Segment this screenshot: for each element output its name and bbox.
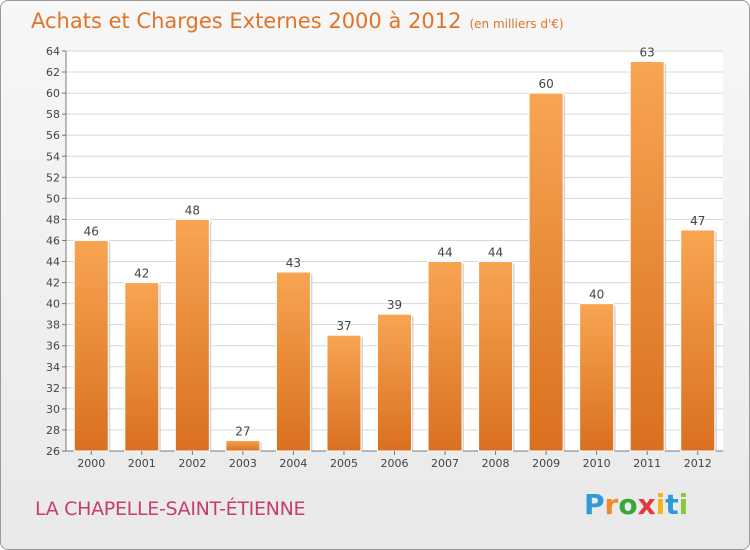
y-tick-label: 52 <box>46 171 60 184</box>
x-tick-label: 2003 <box>229 457 257 470</box>
x-tick-label: 2007 <box>431 457 459 470</box>
proxiti-logo: Proxiti <box>584 488 688 521</box>
y-tick-label: 64 <box>46 45 60 58</box>
x-tick-label: 2004 <box>279 457 307 470</box>
y-tick-label: 32 <box>46 382 60 395</box>
bar <box>124 282 160 452</box>
x-tick-label: 2005 <box>330 457 358 470</box>
bar <box>275 271 311 452</box>
logo-letter: r <box>604 488 619 521</box>
x-tick-label: 2000 <box>77 457 105 470</box>
value-label: 43 <box>286 256 301 270</box>
y-tick-label: 58 <box>46 108 60 121</box>
value-label: 39 <box>387 298 402 312</box>
value-label: 44 <box>488 246 503 260</box>
chart-title-text: Achats et Charges Externes 2000 à 2012 <box>31 9 462 33</box>
x-tick-label: 2011 <box>633 457 661 470</box>
logo-letter: i <box>678 488 689 521</box>
y-tick-label: 62 <box>46 66 60 79</box>
chart-unit: (en milliers d'€) <box>469 17 564 31</box>
y-tick-label: 56 <box>46 129 60 142</box>
bar <box>73 239 109 452</box>
y-tick-label: 60 <box>46 87 60 100</box>
value-label: 46 <box>84 224 99 238</box>
logo-letter: i <box>655 488 666 521</box>
y-tick-label: 40 <box>46 298 60 311</box>
commune-name: LA CHAPELLE-SAINT-ÉTIENNE <box>35 498 306 520</box>
x-tick-label: 2008 <box>482 457 510 470</box>
logo-letter: x <box>637 488 656 521</box>
y-tick-label: 46 <box>46 234 60 247</box>
bar <box>427 261 463 452</box>
y-tick-label: 38 <box>46 319 60 332</box>
value-label: 63 <box>640 46 655 60</box>
value-label: 37 <box>336 319 351 333</box>
bar <box>680 229 716 452</box>
value-label: 44 <box>437 246 452 260</box>
value-label: 27 <box>235 424 250 438</box>
y-tick-label: 44 <box>46 256 60 269</box>
bar <box>326 334 362 452</box>
x-tick-label: 2006 <box>381 457 409 470</box>
x-tick-label: 2009 <box>532 457 560 470</box>
y-tick-label: 54 <box>46 150 60 163</box>
y-tick-label: 42 <box>46 277 60 290</box>
logo-letter: o <box>618 488 638 521</box>
bar <box>579 303 615 452</box>
value-label: 40 <box>589 288 604 302</box>
y-tick-label: 34 <box>46 361 60 374</box>
y-tick-label: 48 <box>46 213 60 226</box>
bar <box>478 261 514 452</box>
logo-letter: t <box>665 488 679 521</box>
value-label: 42 <box>134 267 149 281</box>
bar <box>377 313 412 452</box>
x-tick-label: 2002 <box>178 457 206 470</box>
bar <box>629 61 665 452</box>
x-tick-label: 2001 <box>128 457 156 470</box>
logo-letter: P <box>584 488 605 521</box>
y-tick-label: 28 <box>46 424 60 437</box>
x-tick-label: 2010 <box>583 457 611 470</box>
bar <box>225 439 261 452</box>
y-tick-label: 36 <box>46 340 60 353</box>
y-tick-label: 26 <box>46 445 60 458</box>
value-label: 48 <box>185 203 200 217</box>
chart-title: Achats et Charges Externes 2000 à 2012 (e… <box>31 9 564 33</box>
bar <box>174 218 210 452</box>
value-label: 60 <box>538 77 553 91</box>
value-label: 47 <box>690 214 705 228</box>
bar <box>528 92 564 452</box>
x-tick-label: 2012 <box>684 457 712 470</box>
y-tick-label: 50 <box>46 192 60 205</box>
y-tick-label: 30 <box>46 403 60 416</box>
